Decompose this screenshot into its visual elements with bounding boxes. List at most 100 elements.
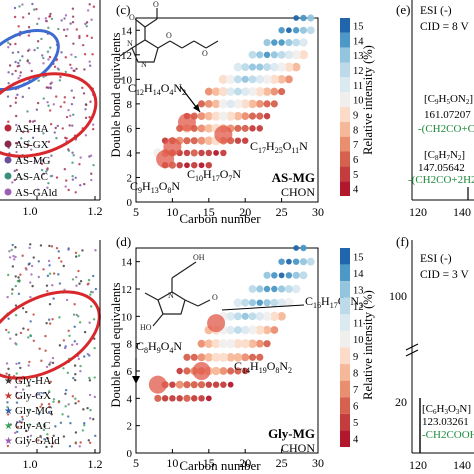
data-point: [269, 311, 279, 321]
scatter-dot: [89, 293, 92, 296]
scatter-dot: [74, 373, 77, 376]
data-point: [263, 38, 271, 47]
data-point: [226, 312, 235, 321]
scatter-dot: [26, 60, 29, 63]
y-tick-label: 14: [121, 257, 133, 269]
scatter-dot: [42, 391, 45, 395]
scatter-dot: [9, 423, 12, 426]
scatter-dot: [52, 297, 55, 300]
peak-loss: -(CH2CO+CO: [418, 123, 474, 135]
scatter-dot: [57, 27, 60, 31]
data-point: [233, 75, 242, 84]
data-point: [218, 86, 228, 97]
scatter-dot: [52, 400, 55, 403]
scatter-dot: [35, 8, 38, 11]
data-point: [300, 244, 307, 252]
scatter-dot: [49, 12, 52, 16]
scatter-dot: [45, 284, 49, 287]
legend-marker: ★: [4, 421, 13, 432]
scatter-dot: [93, 376, 96, 379]
data-point: [247, 325, 258, 335]
scatter-dot: [69, 63, 72, 66]
svg-text:O: O: [166, 31, 172, 40]
data-point: [205, 149, 213, 157]
scatter-dot: [67, 108, 70, 112]
data-point: [233, 326, 242, 334]
scatter-dot: [28, 120, 32, 123]
scatter-dot: [70, 53, 73, 56]
data-point: [262, 87, 272, 96]
data-point: [284, 50, 294, 60]
scatter-dot: [59, 105, 63, 108]
scatter-dot: [64, 405, 67, 408]
scatter-dot: [9, 337, 12, 340]
data-point: [234, 367, 242, 375]
scatter-dot: [18, 280, 21, 283]
scatter-dot: [57, 273, 60, 276]
data-point: [233, 353, 243, 362]
scatter-dot: [19, 273, 22, 276]
scatter-dot: [21, 3, 24, 6]
data-point: [278, 88, 286, 96]
scatter-dot: [46, 167, 49, 170]
scatter-dot: [11, 72, 14, 76]
scatter-dot: [21, 95, 25, 99]
scatter-dot: [91, 123, 95, 126]
molecule-atom-labels: N OH HO O: [140, 253, 218, 332]
scatter-dot: [44, 19, 48, 23]
scatter-dot: [88, 441, 92, 445]
scatter-dot: [72, 69, 75, 72]
legend-marker: ★: [4, 436, 13, 447]
data-point: [263, 271, 271, 279]
scatter-dot: [22, 388, 25, 391]
scatter-dot: [63, 288, 66, 291]
scatter-dot: [12, 254, 15, 258]
peak-formula: [C6H3O3N]: [422, 403, 471, 416]
panel-a: 1.0 1.2 AS-HA AS-GX AS-MG AS-AC AS-GAld: [0, 0, 103, 218]
data-point: [291, 62, 301, 72]
scatter-dot: [82, 92, 86, 95]
legend-marker: [4, 124, 12, 132]
data-point: [226, 99, 235, 109]
y-tick-label: 100: [389, 289, 407, 303]
data-point: [169, 381, 176, 388]
x-tick-label: 30: [312, 205, 324, 219]
scatter-dot: [13, 169, 16, 173]
scatter-dot: [21, 130, 25, 134]
scatter-dot: [26, 435, 30, 439]
scatter-dot: [72, 313, 76, 316]
x-tick-label: 120: [409, 205, 427, 219]
scatter-dot: [53, 131, 56, 134]
data-point: [183, 381, 191, 389]
scatter-dot: [27, 336, 30, 339]
scatter-dot: [48, 264, 51, 267]
scatter-dot: [73, 340, 77, 343]
scatter-dot: [59, 75, 62, 79]
scatter-dot: [8, 256, 12, 259]
data-point: [227, 367, 235, 375]
scatter-dot: [88, 64, 92, 67]
data-point: [226, 353, 235, 362]
data-point: [220, 149, 227, 157]
scatter-dot: [74, 402, 77, 405]
data-point: [255, 86, 265, 97]
scatter-dot: [50, 81, 54, 84]
data-point: [307, 14, 315, 22]
scatter-dot: [81, 86, 84, 90]
scatter-dot: [48, 322, 52, 325]
scatter-dot: [6, 95, 10, 98]
scatter-dot: [30, 264, 34, 268]
scatter-dot: [71, 21, 75, 24]
colorbar-cell: [340, 18, 350, 33]
scatter-dot: [90, 178, 93, 182]
svg-text:HO: HO: [140, 323, 152, 332]
scatter-dot: [79, 280, 83, 283]
data-point: [276, 62, 287, 72]
data-point: [184, 162, 190, 169]
scatter-dot: [48, 405, 51, 409]
scatter-dot: [77, 400, 80, 403]
data-point: [291, 284, 301, 294]
scatter-dot: [63, 346, 67, 350]
scatter-dot: [36, 40, 40, 43]
data-point: [299, 271, 308, 280]
